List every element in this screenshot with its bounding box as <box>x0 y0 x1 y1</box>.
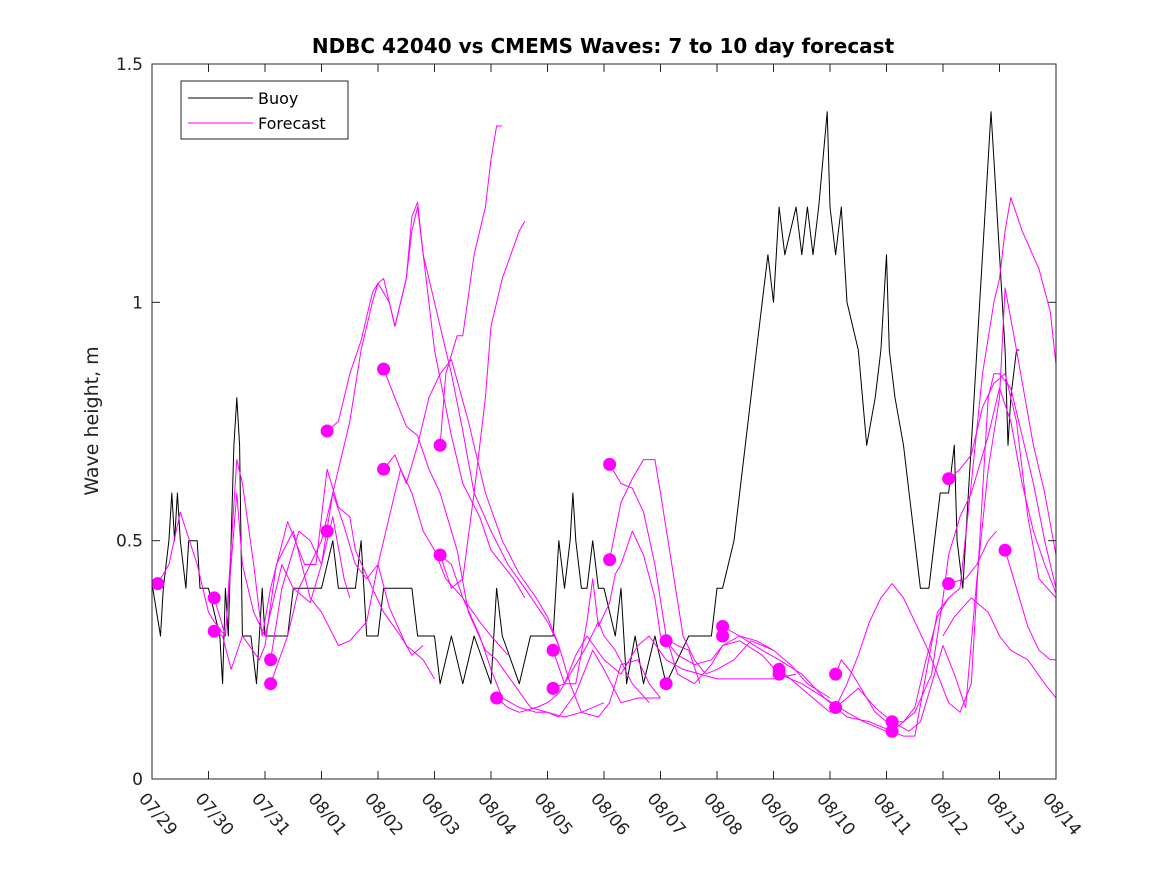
forecast-start-marker-15 <box>603 553 617 567</box>
legend-box <box>180 80 349 140</box>
forecast-start-marker-12 <box>546 643 560 657</box>
legend-forecast-label: Forecast <box>258 114 326 133</box>
forecast-start-marker-8 <box>377 462 391 476</box>
forecast-start-marker-3 <box>264 653 278 667</box>
forecast-start-marker-2 <box>207 624 221 638</box>
forecast-start-marker-0 <box>152 577 165 591</box>
forecast-series-line-24 <box>948 373 1056 599</box>
forecast-start-marker-25 <box>885 724 899 738</box>
forecast-start-marker-13 <box>546 681 560 695</box>
forecast-start-marker-11 <box>490 691 504 705</box>
forecast-start-marker-27 <box>942 577 956 591</box>
y-tick-label-0: 0 <box>132 770 143 790</box>
forecast-start-marker-22 <box>829 667 843 681</box>
forecast-start-marker-4 <box>264 677 278 691</box>
forecast-series-line-19 <box>778 597 950 723</box>
y-axis-label: Wave height, m <box>81 346 103 495</box>
legend-buoy-label: Buoy <box>258 89 298 108</box>
forecast-start-marker-10 <box>433 548 447 562</box>
forecast-series-line-4 <box>270 468 509 660</box>
forecast-start-marker-28 <box>998 543 1012 557</box>
forecast-series-line-2 <box>213 459 424 656</box>
forecast-series-line-7 <box>383 368 605 718</box>
forecast-series-line-20 <box>835 387 1056 728</box>
forecast-start-marker-9 <box>433 438 447 452</box>
forecast-series-line-15 <box>609 459 774 675</box>
forecast-start-marker-14 <box>603 457 617 471</box>
forecast-series-line-9 <box>439 125 503 446</box>
forecast-start-marker-19 <box>716 629 730 643</box>
forecast-start-marker-6 <box>320 524 334 538</box>
forecast-series-line-10 <box>439 221 526 589</box>
forecast-series-line-3 <box>213 530 435 680</box>
forecast-series-line-22 <box>891 197 1056 737</box>
forecast-start-marker-23 <box>829 701 843 714</box>
forecast-series-line-8 <box>383 359 661 718</box>
forecast-series-line-18 <box>722 626 887 732</box>
forecast-series-line-17 <box>665 640 893 732</box>
forecast-start-marker-24 <box>885 715 899 729</box>
forecast-series-line-5 <box>270 206 560 684</box>
forecast-series-line-16 <box>609 464 831 699</box>
forecast-series-line-6 <box>326 201 526 599</box>
forecast-series-line-25 <box>948 530 998 585</box>
forecast-series-line-21 <box>835 373 1056 713</box>
legend: Buoy Forecast <box>180 80 349 140</box>
forecast-start-marker-21 <box>772 667 786 681</box>
forecast-start-marker-7 <box>377 362 391 376</box>
forecast-start-marker-18 <box>716 620 730 633</box>
forecast-series-line-23 <box>891 287 1056 732</box>
forecast-start-marker-16 <box>659 634 673 648</box>
forecast-series-line-1 <box>157 492 351 637</box>
forecast-start-marker-26 <box>942 472 956 486</box>
forecast-start-marker-1 <box>207 591 221 605</box>
forecast-start-markers <box>152 362 1012 738</box>
forecast-series-line-14 <box>552 635 797 689</box>
y-tick-label-1: 0.5 <box>116 532 143 552</box>
y-tick-label-3: 1.5 <box>116 55 143 75</box>
chart-title: NDBC 42040 vs CMEMS Waves: 7 to 10 day f… <box>312 34 895 58</box>
series-layer <box>152 111 1056 737</box>
forecast-start-marker-17 <box>659 677 673 691</box>
forecast-start-marker-5 <box>320 424 334 438</box>
forecast-series-line-27 <box>942 597 1056 699</box>
forecast-series-line-11 <box>439 554 661 718</box>
buoy-series-line <box>152 111 1020 685</box>
forecast-series-line-26 <box>1004 550 1056 661</box>
forecast-series-line-12 <box>496 621 650 713</box>
y-tick-label-2: 1 <box>132 293 143 313</box>
